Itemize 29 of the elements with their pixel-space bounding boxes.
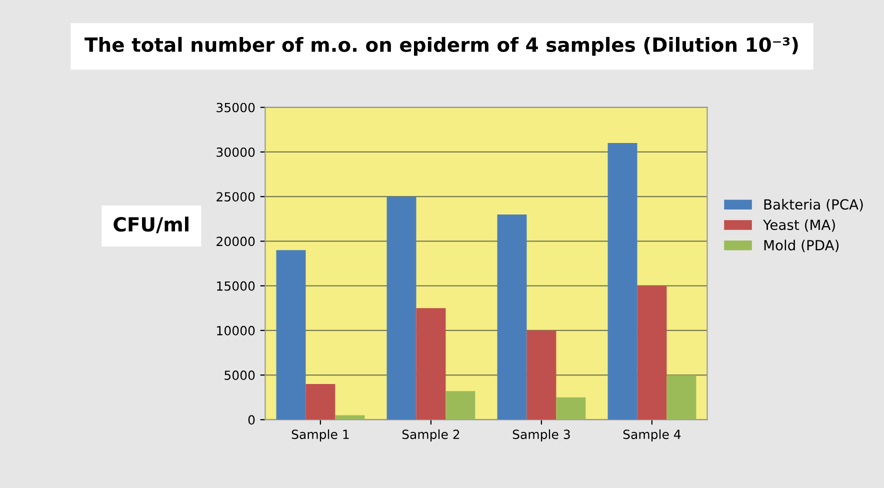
y-tick-label: 30000 bbox=[216, 147, 255, 157]
bar bbox=[276, 250, 306, 420]
y-tick-label: 10000 bbox=[217, 326, 255, 336]
bar bbox=[386, 196, 416, 420]
bar bbox=[637, 286, 667, 420]
y-tick-label: 0 bbox=[248, 415, 255, 425]
x-tick-label: Sample 4 bbox=[623, 429, 681, 442]
bar bbox=[526, 330, 556, 420]
bar bbox=[608, 143, 638, 420]
y-tick-label: 25000 bbox=[216, 192, 255, 202]
x-tick-label: Sample 3 bbox=[512, 429, 570, 442]
chart-title: The total number of m.o. on epiderm of 4 samples (Dilution 10⁻³) bbox=[84, 36, 798, 56]
x-tick-label: Sample 1 bbox=[292, 429, 349, 442]
y-tick-label: 35000 bbox=[216, 102, 255, 112]
bar bbox=[497, 214, 527, 420]
bar bbox=[335, 415, 365, 420]
legend-label: Mold (PDA) bbox=[764, 240, 839, 252]
bar bbox=[556, 397, 586, 420]
y-tick-label: 5000 bbox=[224, 370, 255, 380]
y-tick-label: 15000 bbox=[217, 281, 255, 291]
bar bbox=[666, 375, 696, 420]
legend-label: Bakteria (PCA) bbox=[764, 198, 863, 212]
bar bbox=[416, 308, 446, 420]
y-axis-title: CFU/ml bbox=[114, 216, 188, 234]
x-tick-label: Sample 2 bbox=[402, 429, 460, 442]
bar bbox=[446, 391, 476, 420]
bar bbox=[306, 384, 336, 420]
y-tick-label: 20000 bbox=[216, 236, 255, 246]
legend-label: Yeast (MA) bbox=[762, 219, 835, 232]
